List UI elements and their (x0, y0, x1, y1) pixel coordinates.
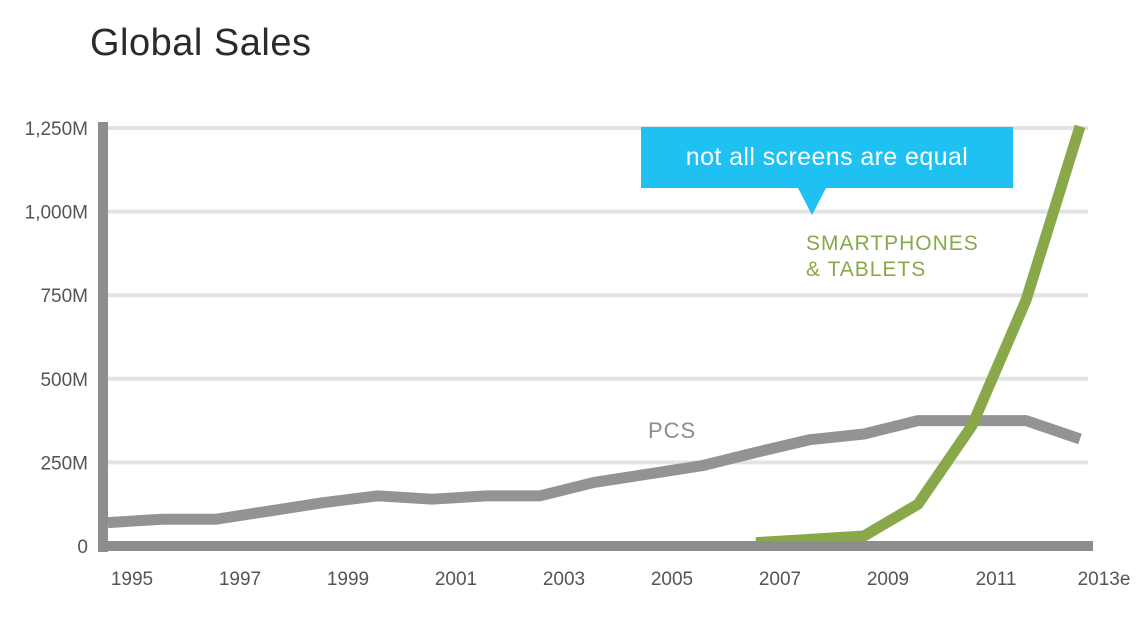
y-axis-ticks: 0 250M 500M 750M 1,000M 1,250M (25, 119, 88, 558)
series-lines (107, 124, 1086, 549)
x-axis-ticks: 1995 1997 1999 2001 2003 2005 2007 2009 2011 2013… (111, 569, 1131, 590)
callout-pointer (798, 188, 826, 215)
series-label-smartphones-line2: & TABLETS (806, 258, 926, 281)
series-line-1 (755, 124, 1086, 549)
y-tick-label: 750M (40, 286, 88, 307)
x-tick-label: 1995 (111, 569, 153, 590)
x-tick-label: 2005 (651, 569, 693, 590)
x-tick-label: 2003 (543, 569, 585, 590)
x-tick-label: 2001 (435, 569, 477, 590)
y-tick-label: 1,250M (25, 119, 88, 140)
x-tick-label: 2007 (759, 569, 801, 590)
y-tick-label: 500M (40, 370, 88, 391)
x-tick-label: 1999 (327, 569, 369, 590)
x-tick-label: 2011 (976, 569, 1017, 590)
chart-title: Global Sales (90, 22, 312, 64)
y-tick-label: 1,000M (25, 203, 88, 224)
x-tick-label: 1997 (219, 569, 261, 590)
x-tick-label: 2013e (1078, 569, 1131, 590)
x-tick-label: 2009 (867, 569, 909, 590)
series-label-pcs: PCS (648, 418, 696, 443)
y-tick-label: 0 (77, 537, 88, 558)
axes (98, 122, 1093, 552)
annotation-callout: not all screens are equal (641, 127, 1013, 188)
series-label-smartphones-line1: SMARTPHONES (806, 232, 979, 255)
gridlines (105, 126, 1088, 465)
y-tick-label: 250M (40, 453, 88, 474)
series-line-0 (107, 415, 1082, 529)
